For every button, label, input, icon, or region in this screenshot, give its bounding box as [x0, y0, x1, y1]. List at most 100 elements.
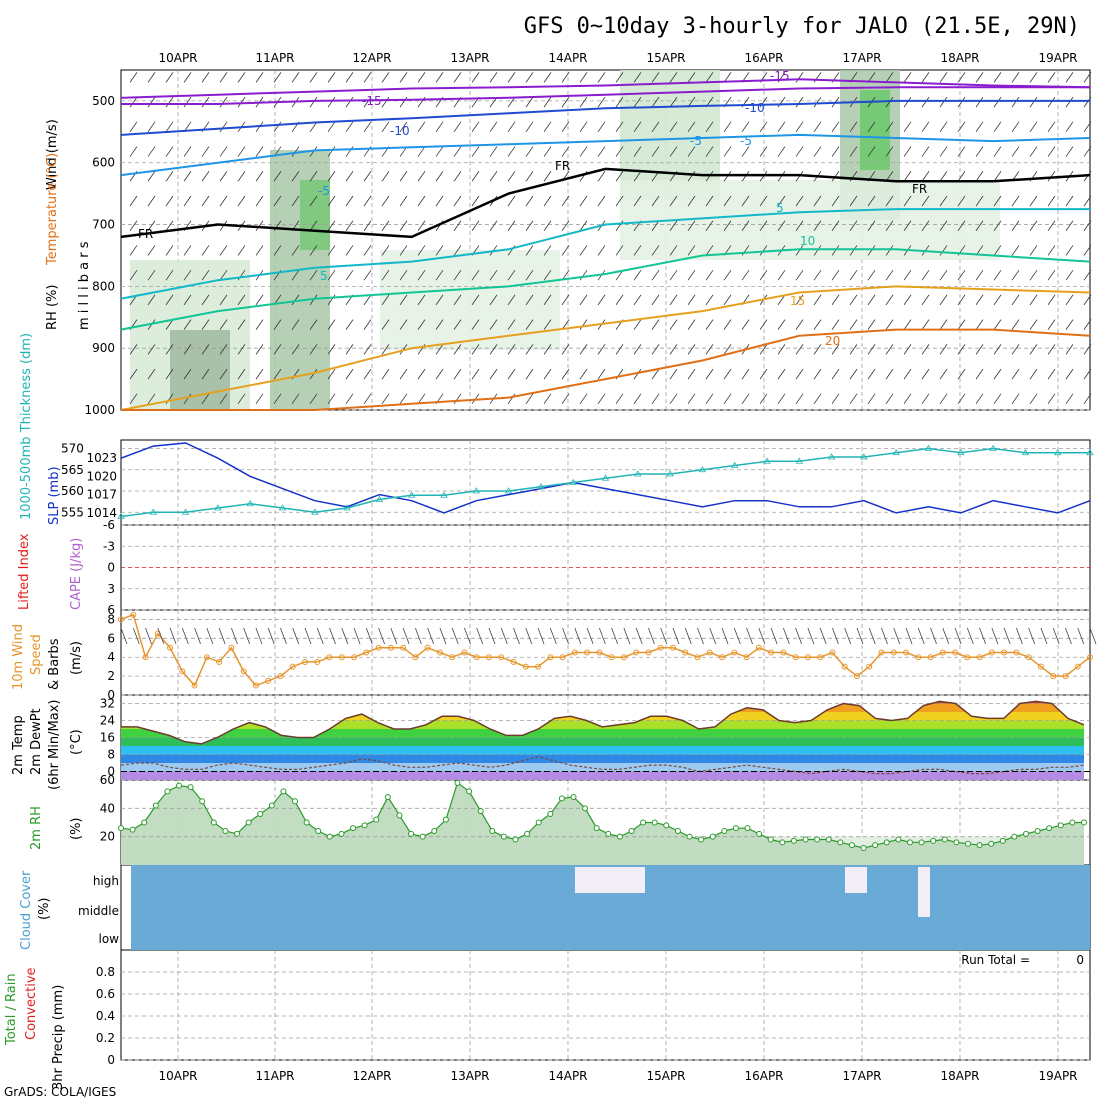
- wind-speed-marker: [412, 654, 419, 661]
- wind-barb: [669, 319, 678, 330]
- thickness-marker: [698, 465, 707, 473]
- rh2m-ylabel-2: (%): [69, 818, 84, 841]
- temp-color-band: [121, 729, 1084, 738]
- wind-barb: [1011, 294, 1020, 306]
- wind-barb: [705, 195, 714, 207]
- wind-speed-marker: [952, 649, 959, 656]
- wind-barb: [651, 393, 660, 405]
- wind-barb: [525, 269, 534, 281]
- wind-barb: [183, 195, 192, 207]
- wind-barb: [885, 319, 894, 330]
- rh-marker: [825, 836, 832, 843]
- top-date-label: 18APR: [940, 51, 979, 65]
- wind-barb: [381, 393, 390, 405]
- wind-barb: [381, 195, 390, 207]
- wind-barb: [1047, 171, 1056, 182]
- wind-barb: [669, 121, 678, 133]
- wind10m-barb: [243, 627, 251, 645]
- wind-speed-marker: [252, 682, 259, 689]
- wind-barb: [525, 171, 534, 182]
- wind-barb: [633, 171, 642, 182]
- wind10m-barb: [341, 627, 349, 645]
- wind-barb: [255, 393, 264, 405]
- precip-tick-label: 0.2: [96, 1031, 115, 1045]
- wind-barb: [147, 344, 156, 355]
- wind-barb: [903, 344, 912, 355]
- wind-barb: [219, 171, 228, 182]
- wind-barb: [147, 393, 156, 405]
- wind-barb: [525, 294, 534, 306]
- wind-barb: [147, 294, 156, 306]
- temp-tick-label: 32: [100, 697, 115, 711]
- wind-barb: [309, 121, 318, 133]
- precip-ylabel-2: Convective: [24, 967, 39, 1040]
- rh-marker: [640, 819, 647, 826]
- rh-marker: [512, 836, 519, 843]
- wind-barb: [1083, 72, 1092, 83]
- rh-marker: [373, 816, 380, 823]
- wind-barb: [849, 121, 858, 133]
- wind10m-barb: [537, 627, 545, 645]
- wind-barb: [273, 319, 282, 330]
- wind-barb: [507, 72, 516, 83]
- wind-barb: [831, 245, 840, 256]
- rh-marker: [442, 816, 449, 823]
- wind-barb: [435, 368, 444, 380]
- rh-marker: [419, 833, 426, 840]
- wind10m-barb: [832, 627, 839, 645]
- wind-barb: [957, 269, 966, 281]
- wind-barb: [939, 393, 948, 405]
- wind-barb: [525, 146, 534, 157]
- wind-barb: [453, 393, 462, 405]
- temp-tick-label: 24: [100, 714, 115, 728]
- wind-barb: [183, 146, 192, 157]
- top-date-label: 11APR: [255, 51, 294, 65]
- wind-barb: [471, 269, 480, 281]
- wind-speed-marker: [449, 654, 456, 661]
- cloud-gap: [845, 867, 867, 893]
- wind-speed-marker: [277, 673, 284, 680]
- bottom-date-label: 13APR: [450, 1069, 489, 1083]
- wind-barb: [129, 96, 138, 108]
- wind-barb: [129, 245, 138, 256]
- rh-marker: [999, 837, 1006, 844]
- wind-barb: [1029, 220, 1038, 231]
- wind-barb: [957, 344, 966, 355]
- wind-barb: [1065, 72, 1074, 83]
- wind-barb: [831, 269, 840, 281]
- wind10m-barb: [476, 627, 484, 645]
- wind-barb: [327, 319, 336, 330]
- wind-barb: [1065, 368, 1074, 380]
- wind-barb: [345, 96, 354, 108]
- wind-speed-marker: [620, 654, 627, 661]
- temp-tick-label: 0: [107, 765, 115, 779]
- wind-speed-marker: [289, 663, 296, 670]
- rh-marker: [1069, 819, 1076, 826]
- wind-speed-marker: [179, 668, 186, 675]
- wind-speed-marker: [596, 649, 603, 656]
- wind-barb: [615, 121, 624, 133]
- wind-barb: [507, 269, 516, 281]
- wind-barb: [1011, 319, 1020, 330]
- wind-barb: [777, 96, 786, 108]
- wind10m-barb: [611, 627, 619, 645]
- wind-barb: [435, 344, 444, 355]
- wind-barb: [237, 269, 246, 281]
- wind-barb: [579, 146, 588, 157]
- wind-barb: [471, 121, 480, 133]
- thickness-marker: [117, 512, 125, 519]
- thickness-marker: [795, 457, 804, 464]
- wind-speed-marker: [804, 654, 811, 661]
- wind-barb: [453, 269, 462, 281]
- wind-barb: [831, 220, 840, 231]
- wind-barb: [291, 245, 300, 256]
- thickness-marker: [375, 495, 384, 502]
- wind10m-barb: [365, 627, 373, 645]
- wind-barb: [579, 368, 588, 380]
- wind-barb: [363, 195, 372, 207]
- wind-speed-marker: [1013, 649, 1020, 656]
- wind-barb: [831, 368, 840, 380]
- lifted-index-tick-label: 0: [107, 561, 115, 575]
- wind-barb: [651, 96, 660, 108]
